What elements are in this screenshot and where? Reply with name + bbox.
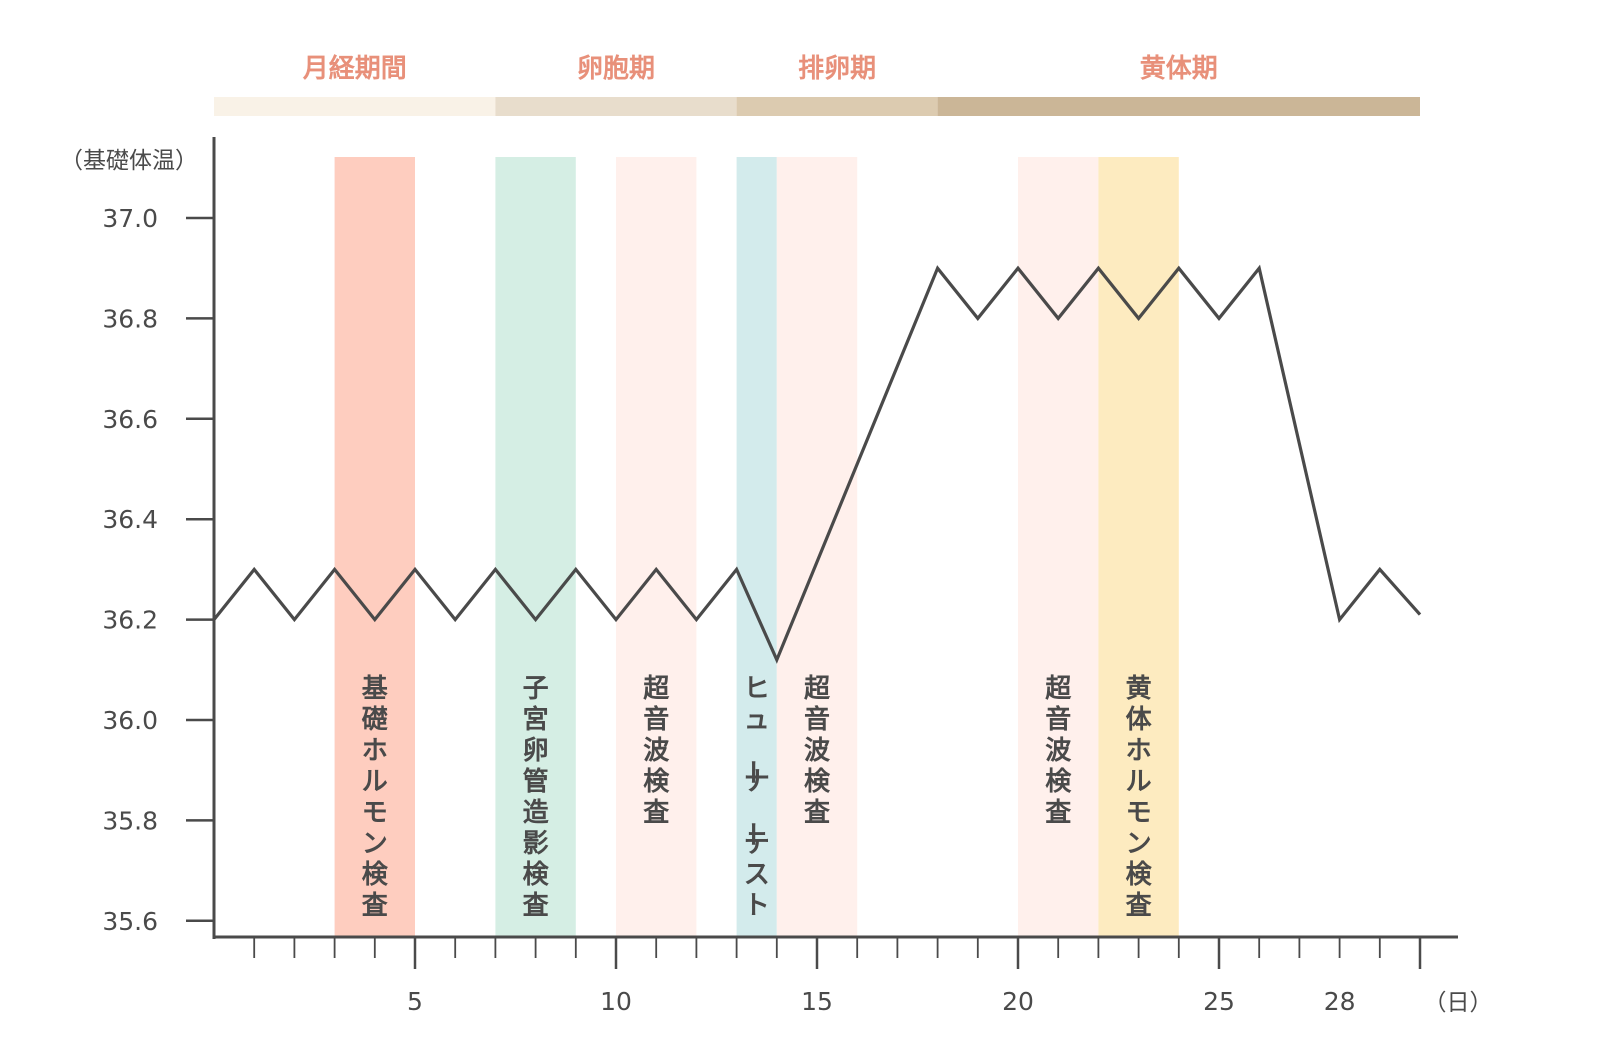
temperature-line-group [212,264,1422,664]
temperature-line [212,264,1422,664]
y-tick-label: 36.0 [102,706,158,735]
phase-label: 排卵期 [798,54,876,84]
x-axis-title: （日） [1424,990,1493,1016]
phase-label: 月経期間 [302,53,407,84]
exam-band [736,157,777,937]
y-tick-label: 37.0 [102,204,158,233]
x-tick-label: 10 [600,987,632,1016]
exam-bands [334,157,1179,937]
x-tick-label: 15 [801,987,833,1016]
y-tick-label: 36.2 [102,606,158,635]
y-tick-label: 35.6 [102,907,158,936]
y-tick-label: 36.4 [102,505,158,534]
y-tick-label: 36.6 [102,405,158,434]
y-axis-title: （基礎体温） [60,148,198,174]
x-tick-label: 20 [1002,987,1034,1016]
exam-band [776,157,858,937]
band-label: 黄体ホルモン検査 [1126,674,1153,921]
band-label: ヒューナーテスト [737,674,770,921]
exam-band [616,157,697,937]
exam-band [495,157,576,937]
band-label: 超音波検査 [1045,674,1072,828]
phase-bar [214,97,496,116]
phase-label: 卵胞期 [577,53,655,84]
x-tick-label: 25 [1203,987,1235,1016]
x-tick-label: 28 [1324,987,1356,1016]
phase-bars: 月経期間 卵胞期 排卵期 黄体期 [214,53,1420,116]
phase-bar [937,97,1420,116]
phase-bar [495,97,737,116]
band-label: 超音波検査 [643,674,670,828]
band-label: 基礎ホルモン検査 [362,674,389,921]
y-tick-label: 36.8 [102,304,158,333]
phase-bar [736,97,938,116]
exam-band [334,157,415,937]
y-tick-label: 35.8 [102,806,158,835]
band-label: 超音波検査 [804,674,831,828]
phase-label: 黄体期 [1140,54,1218,84]
band-labels: 基礎ホルモン検査 子宮卵管造影検査 超音波検査 ヒューナーテスト 超音波検査 超音波検査 黄… [362,674,1153,921]
axes: （基礎体温） 37.0 36.8 36.6 36.4 36.2 36.0 35.8 35.6 5 1… [60,137,1493,1016]
x-tick-label: 5 [407,987,423,1016]
band-label: 子宮卵管造影検査 [523,674,550,921]
